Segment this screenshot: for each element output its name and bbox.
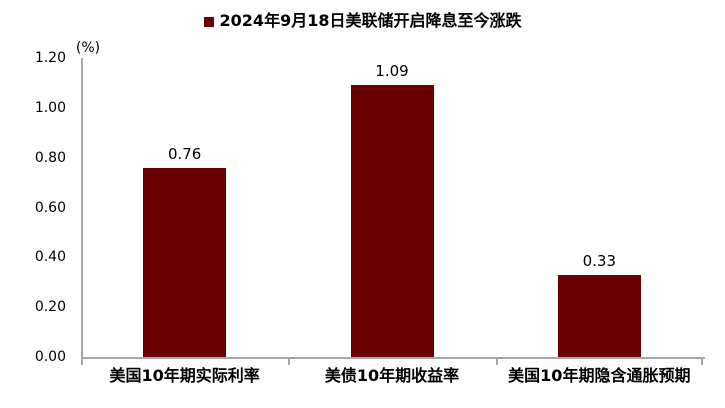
bar-value-label: 0.33 <box>582 251 617 270</box>
bar-value-label: 1.09 <box>375 62 409 81</box>
y-axis-tick-label: 1.20 <box>34 50 66 66</box>
chart-legend: 2024年9月18日美联储开启降息至今涨跌 <box>0 12 725 30</box>
y-axis-tick-label: 0.00 <box>34 349 66 365</box>
y-axis-unit-label: (%) <box>75 40 101 56</box>
bar-value-label: 0.76 <box>167 144 202 163</box>
legend-label: 2024年9月18日美联储开启降息至今涨跌 <box>219 11 522 30</box>
bar <box>350 85 434 357</box>
plot-area <box>81 58 705 359</box>
x-axis-category-label: 美债10年期收益率 <box>324 366 460 385</box>
x-axis-category-label: 美国10年期隐含通胀预期 <box>508 366 691 385</box>
x-axis-tick <box>701 357 703 365</box>
x-axis-category-label: 美国10年期实际利率 <box>109 366 260 385</box>
bar <box>143 167 227 357</box>
legend-swatch-icon <box>203 16 214 27</box>
x-axis-tick <box>288 357 291 365</box>
y-axis-tick-label: 1.00 <box>34 99 66 116</box>
y-axis-tick-label: 0.80 <box>34 149 66 166</box>
y-axis-tick-label: 0.40 <box>34 249 66 266</box>
x-axis-tick <box>81 357 83 365</box>
x-axis-tick <box>495 357 498 365</box>
y-axis-tick-label: 0.60 <box>34 199 66 216</box>
bar <box>557 274 641 357</box>
y-axis-tick-label: 0.20 <box>34 299 66 316</box>
